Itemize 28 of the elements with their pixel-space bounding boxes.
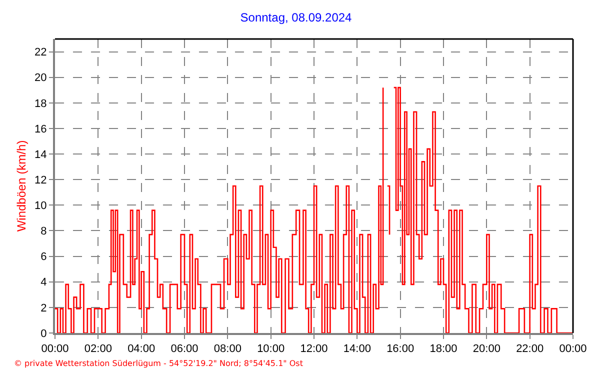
x-tick-label: 18:00 <box>430 343 458 356</box>
x-tick-label: 00:00 <box>41 343 69 356</box>
y-tick-label: 0 <box>40 328 47 340</box>
x-tick-label: 16:00 <box>386 343 414 356</box>
y-tick-label: 20 <box>34 72 47 84</box>
y-axis-title: Windböen (km/h) <box>14 140 28 232</box>
y-tick-label: 22 <box>34 46 47 59</box>
x-tick-label: 04:00 <box>128 343 156 356</box>
x-tick-label: 22:00 <box>516 343 544 356</box>
y-tick-label: 2 <box>40 302 47 314</box>
y-tick-label: 18 <box>34 98 47 110</box>
chart-title: Sonntag, 08.09.2024 <box>240 10 352 24</box>
y-tick-label: 14 <box>34 148 47 161</box>
x-tick-label: 08:00 <box>214 343 242 356</box>
y-tick-label: 16 <box>34 123 47 136</box>
y-tick-label: 8 <box>40 226 47 238</box>
y-tick-label: 4 <box>40 276 47 289</box>
y-tick-label: 10 <box>34 200 47 212</box>
x-tick-label: 10:00 <box>257 343 285 356</box>
x-tick-label: 00:00 <box>559 343 587 356</box>
y-tick-label: 6 <box>40 251 47 264</box>
x-tick-label: 20:00 <box>472 343 500 356</box>
x-tick-label: 14:00 <box>343 343 371 356</box>
x-tick-label: 06:00 <box>170 343 198 356</box>
text: © private Wetterstation Süderlügum - 54°52'19.2" Nord; 8°54'45.1" Ost <box>14 359 303 368</box>
x-tick-label: 12:00 <box>300 343 328 356</box>
x-tick-label: 02:00 <box>84 343 112 356</box>
y-tick-label: 12 <box>34 174 47 186</box>
